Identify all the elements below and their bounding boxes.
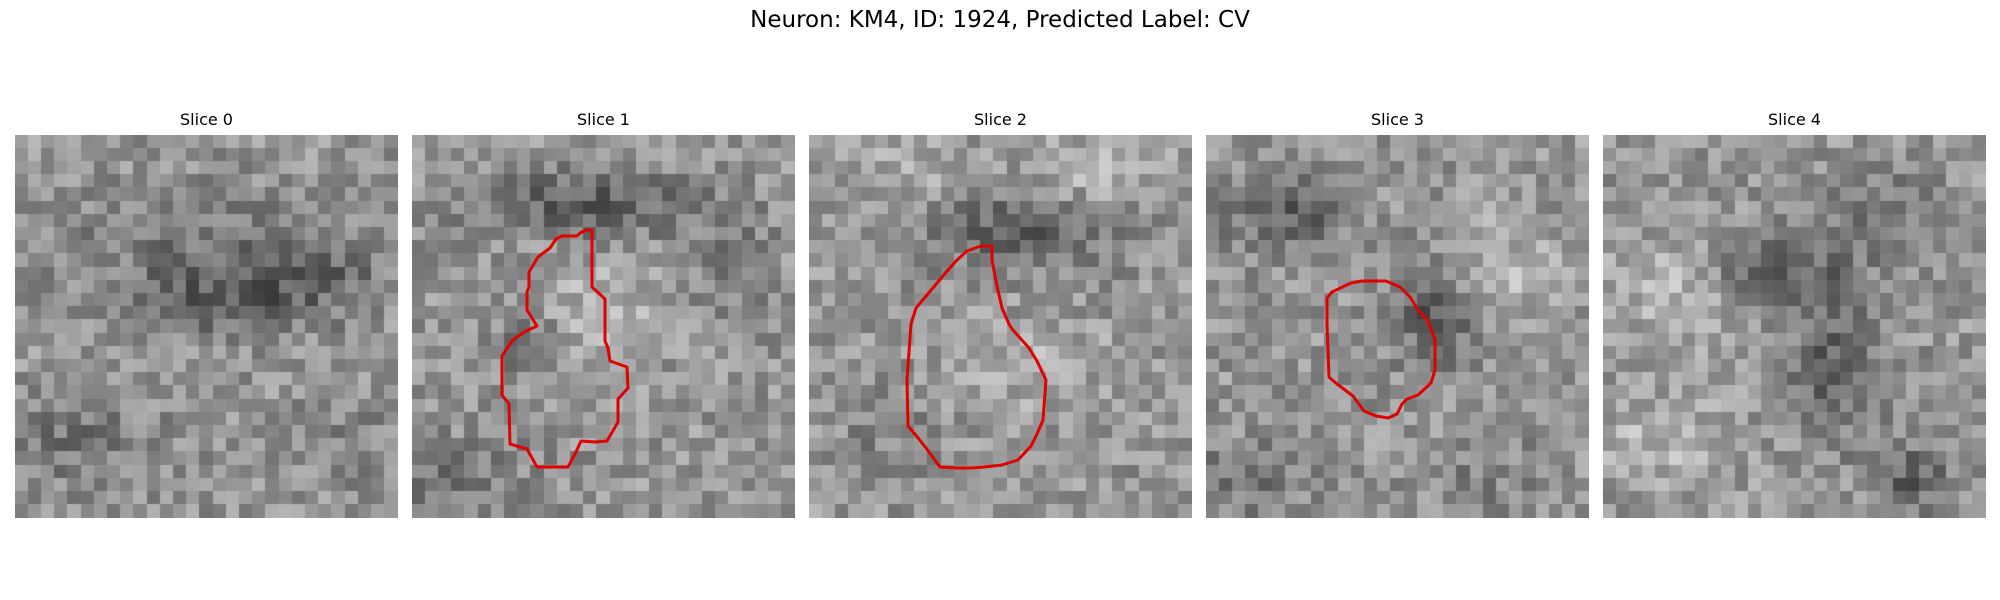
slice-title: Slice 1 [577, 110, 630, 129]
figure-title: Neuron: KM4, ID: 1924, Predicted Label: … [750, 7, 1250, 33]
slice-title: Slice 0 [180, 110, 233, 129]
slice-panel-3: Slice 3 [1206, 109, 1589, 518]
slice-image [1603, 135, 1986, 518]
slice-title: Slice 2 [974, 110, 1027, 129]
slice-title: Slice 3 [1371, 110, 1424, 129]
slice-panel-2: Slice 2 [809, 109, 1192, 518]
slice-image [15, 135, 398, 518]
slice-image [809, 135, 1192, 518]
slice-image [412, 135, 795, 518]
slice-panel-0: Slice 0 [15, 109, 398, 518]
slice-panel-1: Slice 1 [412, 109, 795, 518]
slice-image [1206, 135, 1589, 518]
slice-title: Slice 4 [1768, 110, 1821, 129]
slice-panel-4: Slice 4 [1603, 109, 1986, 518]
